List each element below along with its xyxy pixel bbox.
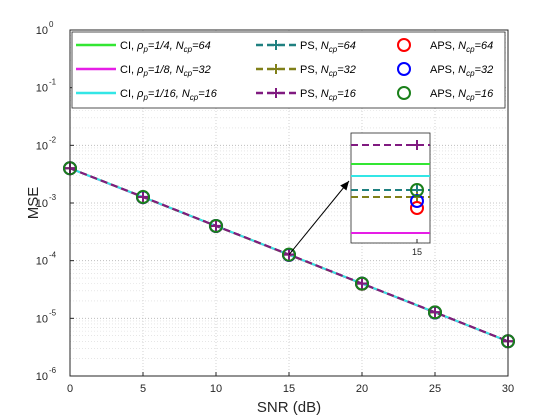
legend-item: CI, ρp=1/4, Ncp=64 [76, 40, 211, 54]
inset-x-tick-label: 15 [412, 247, 422, 257]
legend-label: APS, Ncp=32 [430, 64, 493, 78]
x-tick-label: 25 [429, 383, 441, 395]
legend-label: CI, ρp=1/4, Ncp=64 [120, 40, 211, 54]
legend-label: APS, Ncp=64 [430, 40, 493, 54]
legend-label: CI, ρp=1/16, Ncp=16 [120, 88, 218, 102]
legend-label: APS, Ncp=16 [430, 88, 494, 102]
plus-marker [138, 191, 148, 202]
y-tick-label: 10 [36, 256, 48, 268]
legend-item: APS, Ncp=32 [397, 62, 493, 78]
legend-item: APS, Ncp=16 [397, 86, 494, 102]
legend-item: PS, Ncp=64 [256, 40, 356, 54]
x-tick-label: 20 [356, 383, 368, 395]
y-tick-exponent: -2 [49, 135, 57, 144]
y-tick-exponent: -3 [49, 193, 57, 202]
legend-plus-marker [271, 64, 281, 74]
legend-item: PS, Ncp=32 [256, 64, 356, 78]
plus-marker [211, 220, 221, 231]
x-tick-label: 10 [210, 383, 222, 395]
inset-frame [350, 132, 431, 244]
legend-item: APS, Ncp=64 [397, 38, 493, 54]
circle-marker [209, 218, 223, 233]
legend-circle-swatch [397, 62, 411, 76]
inset-circle-marker [410, 201, 424, 215]
x-tick-label: 5 [140, 383, 146, 395]
legend-box [71, 31, 506, 109]
y-tick-exponent: 0 [49, 20, 54, 29]
y-axis-label: MSE [25, 187, 42, 220]
y-tick-exponent: -5 [49, 308, 57, 317]
y-tick-label: 10 [36, 198, 48, 210]
circle-marker [282, 247, 296, 262]
y-tick-label: 10 [36, 140, 48, 152]
zoom-inset: 15 [288, 132, 431, 257]
zoom-arrow-line [288, 180, 350, 255]
x-tick-label: 30 [502, 383, 514, 395]
legend-item: CI, ρp=1/8, Ncp=32 [76, 64, 211, 78]
circle-marker [355, 276, 369, 291]
y-tick-label: 10 [36, 313, 48, 325]
x-ticks: 0 5 10 15 20 25 30 [67, 372, 514, 395]
legend-label: PS, Ncp=16 [300, 88, 357, 102]
legend-plus-marker [271, 88, 281, 98]
circle-marker [428, 305, 442, 320]
y-tick-label: 10 [36, 83, 48, 95]
circle-marker [136, 190, 150, 205]
legend-item: PS, Ncp=16 [256, 88, 357, 102]
x-axis-label: SNR (dB) [257, 399, 321, 416]
y-tick-exponent: -4 [49, 251, 57, 260]
inset-circle-marker [410, 183, 424, 197]
x-tick-label: 0 [67, 383, 73, 395]
zoom-arrow-head [340, 181, 349, 191]
y-tick-exponent: -6 [49, 366, 57, 375]
inset-plus-marker [412, 140, 422, 150]
legend-label: CI, ρp=1/8, Ncp=32 [120, 64, 211, 78]
legend: CI, ρp=1/4, Ncp=64 CI, ρp=1/8, Ncp=32 CI, … [71, 31, 506, 109]
legend-item: CI, ρp=1/16, Ncp=16 [76, 88, 218, 102]
legend-label: PS, Ncp=64 [300, 40, 356, 54]
y-tick-exponent: -1 [49, 78, 57, 87]
legend-circle-swatch [397, 86, 411, 100]
legend-plus-marker [271, 40, 281, 50]
legend-label: PS, Ncp=32 [300, 64, 356, 78]
y-tick-label: 10 [36, 25, 48, 37]
x-tick-label: 15 [283, 383, 295, 395]
y-tick-label: 10 [36, 371, 48, 383]
legend-circle-swatch [397, 38, 411, 52]
plus-marker [430, 307, 440, 318]
plus-marker [357, 278, 367, 289]
